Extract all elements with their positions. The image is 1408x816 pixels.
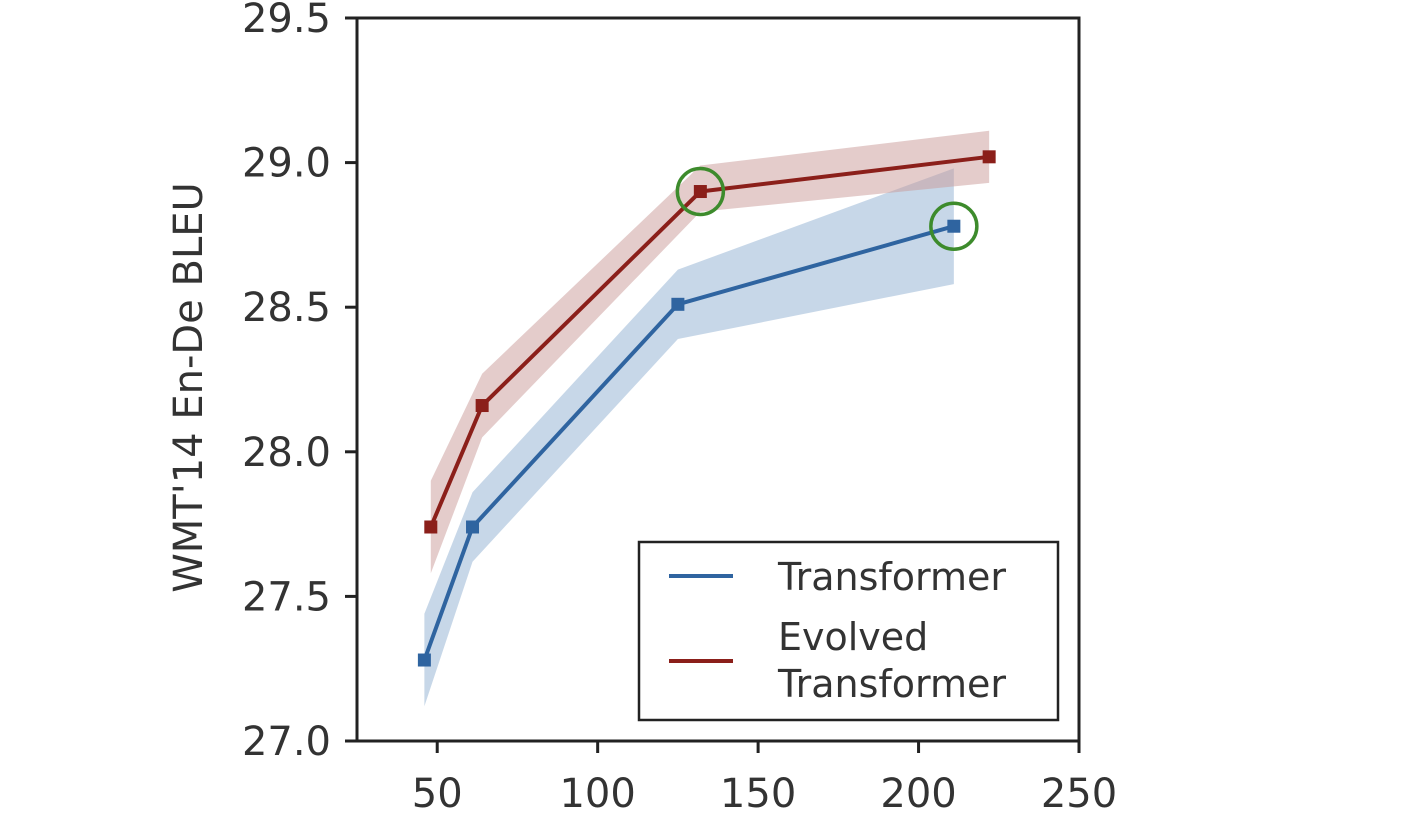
point-transformer-0 [417, 653, 431, 667]
point-evolved-transformer-2 [693, 185, 707, 199]
y-tick-label-28.0: 28.0 [242, 430, 331, 476]
x-tick-label-200: 200 [880, 771, 956, 816]
x-tick-label-50: 50 [412, 771, 463, 816]
point-evolved-transformer-1 [475, 399, 489, 413]
point-evolved-transformer-0 [424, 520, 438, 534]
y-tick-label-29.0: 29.0 [242, 141, 331, 187]
point-evolved-transformer-3 [982, 150, 996, 164]
point-transformer-2 [671, 297, 685, 311]
legend-label-transformer: Transformer [777, 555, 1006, 599]
legend-label-evolved-line2: Transformer [777, 662, 1006, 706]
x-tick-label-100: 100 [559, 771, 635, 816]
series-markers [417, 150, 996, 667]
point-transformer-1 [466, 520, 480, 534]
series-lines [422, 154, 990, 661]
band-transformer [424, 168, 954, 707]
highlight-evolved-transformer [675, 166, 726, 217]
plot-frame [355, 16, 1081, 743]
x-axis-ticks: 50 100 150 200 250 [412, 741, 1117, 816]
y-axis-ticks: 27.0 27.5 28.0 28.5 29.0 29.5 [242, 0, 357, 765]
legend: Transformer Evolved Transformer [637, 540, 1060, 722]
legend-box [637, 540, 1060, 722]
line-evolved-transformer [428, 154, 990, 528]
x-tick-label-250: 250 [1041, 771, 1117, 816]
line-transformer [422, 224, 955, 661]
y-tick-label-27.0: 27.0 [242, 719, 331, 765]
y-axis-label: WMT'14 En-De BLEU [166, 182, 212, 593]
y-tick-label-29.5: 29.5 [242, 0, 331, 42]
y-tick-label-27.5: 27.5 [242, 574, 331, 620]
band-evolved-transformer [430, 130, 990, 574]
y-tick-label-28.5: 28.5 [242, 285, 331, 331]
legend-label-evolved-line1: Evolved [778, 615, 928, 659]
point-transformer-3 [947, 219, 961, 233]
confidence-bands [424, 130, 990, 707]
highlight-transformer [929, 201, 979, 251]
highlight-circles [675, 166, 979, 251]
x-tick-label-150: 150 [720, 771, 796, 816]
